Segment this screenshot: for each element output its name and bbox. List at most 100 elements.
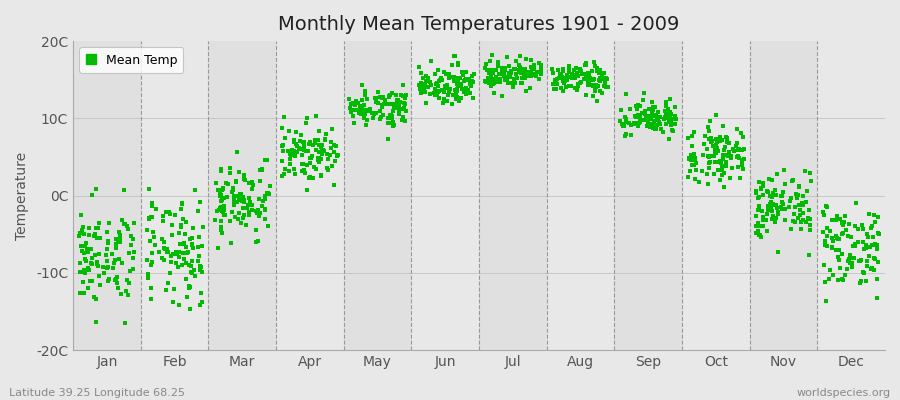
Point [568, 85, 582, 92]
Point [579, 60, 593, 66]
Point [76, 266, 91, 273]
Point [118, 220, 132, 227]
Point [701, 124, 716, 130]
Point [287, 136, 302, 143]
Point [355, 82, 369, 88]
Point [502, 70, 517, 76]
Point [119, 288, 133, 294]
Point [796, 217, 810, 224]
Point [776, 200, 790, 207]
Point [259, 157, 274, 163]
Point [495, 65, 509, 71]
Point [296, 139, 310, 145]
Point [662, 118, 677, 125]
Point [770, 211, 785, 217]
Point [615, 121, 629, 128]
Point [159, 287, 174, 294]
Point [442, 75, 456, 82]
Point [688, 175, 703, 182]
Point [481, 75, 495, 81]
Point [243, 199, 257, 205]
Point [565, 71, 580, 78]
Point [790, 195, 805, 202]
Point [491, 62, 505, 69]
Point [525, 64, 539, 70]
Point [646, 113, 661, 119]
Point [749, 223, 763, 230]
Point [834, 250, 849, 257]
Point [599, 75, 614, 81]
Point [798, 168, 813, 175]
Point [482, 67, 497, 73]
Point [663, 96, 678, 102]
Point [652, 114, 667, 120]
Point [398, 95, 412, 102]
Point [355, 108, 369, 115]
Point [85, 254, 99, 261]
Point [585, 82, 599, 88]
Point [784, 195, 798, 202]
Point [300, 115, 314, 121]
Point [95, 263, 110, 270]
Point [297, 143, 311, 149]
Point [508, 78, 522, 85]
Point [118, 320, 132, 326]
Point [597, 70, 611, 76]
Point [99, 258, 113, 265]
Point [846, 255, 860, 262]
Point [362, 108, 376, 114]
Point [752, 232, 766, 238]
Point [417, 87, 431, 94]
Point [731, 163, 745, 170]
Point [484, 66, 499, 73]
Point [514, 80, 528, 87]
Point [560, 72, 574, 78]
Point [284, 152, 299, 158]
Point [572, 66, 587, 72]
Point [319, 131, 333, 137]
Point [555, 74, 570, 80]
Point [578, 62, 592, 68]
Point [589, 82, 603, 88]
Point [749, 190, 763, 196]
Point [774, 192, 788, 199]
Point [366, 115, 381, 121]
Point [317, 148, 331, 154]
Point [817, 238, 832, 244]
Point [275, 125, 290, 132]
Point [237, 172, 251, 178]
Point [638, 110, 652, 117]
Point [92, 272, 106, 279]
Point [356, 106, 370, 113]
Point [82, 267, 96, 274]
Point [752, 204, 767, 210]
Point [704, 134, 718, 141]
Point [650, 122, 664, 128]
Point [756, 222, 770, 229]
Point [75, 247, 89, 254]
Point [650, 117, 664, 124]
Point [662, 109, 677, 116]
Point [274, 158, 289, 164]
Point [850, 239, 865, 246]
Point [85, 192, 99, 198]
Point [175, 200, 189, 206]
Point [835, 222, 850, 228]
Point [437, 88, 452, 95]
Point [628, 102, 643, 109]
Point [347, 102, 362, 108]
Point [225, 188, 239, 195]
Point [195, 224, 210, 230]
Point [184, 269, 198, 276]
Point [820, 242, 834, 249]
Point [751, 207, 765, 213]
Point [126, 255, 140, 261]
Point [447, 78, 462, 84]
Point [822, 276, 836, 282]
Point [195, 268, 210, 275]
Point [838, 272, 852, 278]
Point [151, 248, 166, 255]
Point [290, 142, 304, 149]
Point [302, 139, 317, 145]
Point [546, 81, 561, 87]
